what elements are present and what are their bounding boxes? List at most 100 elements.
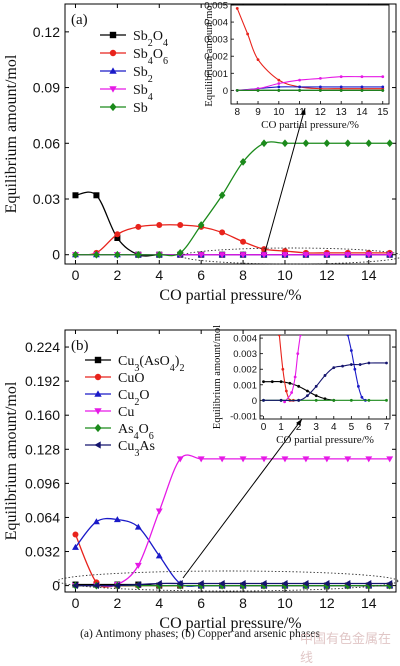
- inset-data-point-Cu3As: [306, 394, 309, 398]
- data-point-Cu2O: [72, 543, 79, 550]
- data-point-Cu: [344, 456, 352, 463]
- plot-frame: [64, 329, 397, 593]
- inset-data-point-Cu3AsO42: [297, 384, 301, 388]
- x-tick-label: 2: [113, 267, 121, 283]
- data-point-Sb: [281, 139, 289, 148]
- inset-x-axis-label: CO partial pressure/%: [276, 434, 374, 446]
- inset-data-point-Cu: [296, 352, 300, 356]
- inset-data-point-As4O6: [367, 398, 371, 402]
- series-line-CuO: [74, 534, 390, 588]
- panel-a-chart: 0 2 4 6 8 10 12 14 0 0.03 0.06 0.09 0.12 CO partial p…: [3, 1, 400, 304]
- legend-marker-As4O6: [94, 423, 102, 433]
- data-point-Sb: [114, 250, 121, 259]
- inset-data-point-Cu3AsO42: [314, 394, 318, 398]
- series-line-Sb2O4: [75, 191, 390, 257]
- data-point-Cu3As: [176, 580, 183, 587]
- series-line-Cu3As: [75, 582, 390, 587]
- legend-label-Sb: Sb: [133, 101, 148, 116]
- inset-x-tick-label: 12: [315, 107, 327, 118]
- inset-y-tick-label: -0.001: [230, 411, 257, 422]
- legend-label-Cu3As: Cu3As: [118, 439, 155, 459]
- inset-data-point-Cu3As: [279, 398, 283, 402]
- data-point-Cu3As: [218, 580, 225, 587]
- x-tick-label: 4: [155, 267, 163, 283]
- inset-data-point-Sb2: [339, 85, 343, 89]
- legend-label-Sb2: Sb2: [133, 65, 153, 85]
- data-point-Cu: [239, 456, 247, 463]
- data-point-Sb4: [239, 252, 247, 259]
- data-point-Cu3As: [323, 580, 330, 587]
- series-line-Cu: [75, 454, 390, 587]
- inset-series-group: [262, 335, 388, 404]
- data-point-Sb: [365, 139, 373, 148]
- zoom-region-ellipse: [181, 247, 400, 265]
- data-point-Cu2O: [134, 523, 142, 530]
- series-line-Sb4O6: [75, 224, 390, 256]
- zoom-arrowhead: [300, 108, 306, 115]
- inset-data-point-Cu3AsO42: [270, 380, 274, 384]
- data-point-CuO: [72, 531, 79, 538]
- legend-marker-Sb2O4: [109, 31, 117, 39]
- inset-x-tick-label: 5: [349, 422, 355, 433]
- data-point-Sb: [72, 250, 79, 259]
- inset-y-tick-label: 0.004: [233, 334, 257, 345]
- inset-data-point-Cu: [283, 400, 286, 404]
- inset-data-point-As4O6: [332, 398, 336, 402]
- y-tick-label: 0.09: [33, 80, 60, 96]
- inset-data-point-CuO: [284, 389, 288, 393]
- y-tick-label: 0.224: [25, 339, 60, 355]
- inset-data-point-CuO: [277, 335, 281, 337]
- data-point-Sb: [135, 250, 142, 259]
- y-tick-label: 0.032: [25, 544, 60, 560]
- data-point-Cu2O: [92, 518, 100, 525]
- inset-data-point-Cu2O: [349, 349, 353, 352]
- legend-marker-Cu3As: [94, 441, 101, 449]
- inset-data-point-Cu3As: [314, 384, 318, 388]
- zoom-arrow: [264, 107, 306, 253]
- y-tick-label: 0.192: [25, 373, 60, 389]
- inset-data-point-Sb4: [298, 78, 302, 82]
- inset-series-group: [235, 7, 385, 92]
- inset-data-point-Cu2O: [360, 395, 364, 399]
- legend-marker-Cu: [94, 408, 102, 415]
- inset-data-point-Sb4: [277, 82, 281, 85]
- data-point-Cu: [155, 508, 163, 515]
- data-point-Sb: [323, 139, 331, 148]
- inset-y-tick-label: 0: [252, 396, 257, 407]
- y-tick-label: 0.12: [33, 24, 60, 40]
- inset-data-point-Sb4O6: [256, 58, 260, 62]
- zoom-arrow: [182, 418, 303, 579]
- legend-marker-Sb4O6: [109, 49, 117, 57]
- y-tick-label: 0.06: [33, 135, 60, 151]
- data-point-Sb4: [218, 252, 226, 259]
- data-point-Cu3As: [386, 580, 393, 587]
- inset-data-point-Sb2: [381, 85, 385, 89]
- data-point-Cu: [323, 456, 331, 463]
- data-point-Sb: [155, 250, 163, 259]
- y-tick-label: 0.096: [25, 475, 60, 491]
- data-point-Cu3As: [365, 580, 372, 587]
- inset-data-point-Cu3AsO42: [306, 389, 309, 393]
- data-point-Sb: [218, 191, 226, 200]
- data-point-Sb2O4: [72, 192, 79, 199]
- inset-data-point-Sb4: [360, 75, 364, 79]
- data-point-Sb4O6: [219, 229, 226, 236]
- data-point-Sb4: [344, 252, 352, 259]
- inset-frame: [259, 334, 391, 420]
- series-line-Sb: [75, 141, 390, 257]
- data-point-Cu3As: [239, 580, 246, 587]
- data-point-Cu3As: [197, 580, 204, 587]
- inset-x-tick-label: 9: [255, 107, 261, 118]
- data-point-Cu3As: [302, 580, 309, 587]
- data-point-Sb4O6: [240, 238, 247, 245]
- data-point-Cu: [197, 456, 205, 463]
- data-point-Sb: [260, 139, 268, 148]
- inset-data-point-Sb4: [381, 75, 385, 79]
- data-point-Sb4: [323, 252, 331, 259]
- inset-data-point-As4O6: [314, 398, 318, 402]
- data-point-Cu3As: [344, 580, 351, 587]
- inset-data-point-Cu3AsO42: [262, 380, 265, 384]
- x-axis-label: CO partial pressure/%: [159, 287, 301, 304]
- y-tick-label: 0: [52, 247, 60, 263]
